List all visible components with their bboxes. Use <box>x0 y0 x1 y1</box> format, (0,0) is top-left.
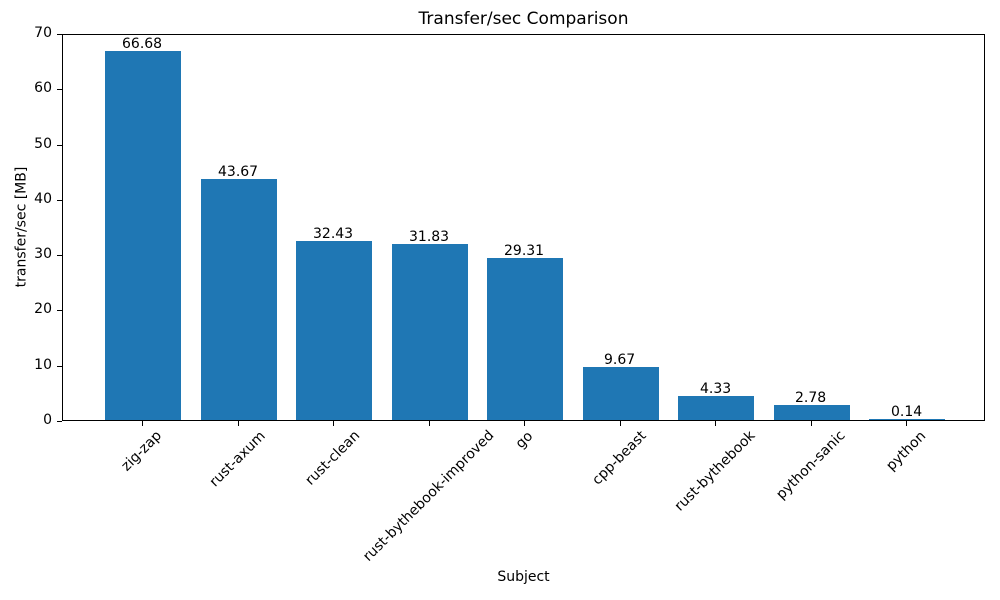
bar-python-sanic <box>773 405 850 420</box>
y-tick-mark <box>57 200 62 201</box>
x-axis-label: Subject <box>497 569 550 585</box>
x-tick-mark <box>238 421 239 426</box>
x-tick-label: rust-clean <box>302 427 364 489</box>
bar-value-label: 9.67 <box>604 352 636 368</box>
chart-title: Transfer/sec Comparison <box>418 9 629 29</box>
x-tick-mark <box>906 421 907 426</box>
y-tick-mark <box>57 34 62 35</box>
x-tick-mark <box>524 421 525 426</box>
bar-rust-bythebook <box>678 396 754 420</box>
bar-value-label: 4.33 <box>700 381 732 397</box>
x-tick-mark <box>333 421 334 426</box>
bar-rust-axum <box>200 179 277 420</box>
bar-zig-zap <box>105 51 181 420</box>
x-tick-mark <box>811 421 812 426</box>
y-tick-label: 10 <box>34 357 52 373</box>
y-tick-label: 50 <box>34 136 52 152</box>
bar-rust-bythebook-improved <box>391 244 468 420</box>
y-tick-label: 20 <box>34 301 52 317</box>
y-tick-label: 70 <box>34 25 52 41</box>
y-tick-mark <box>57 421 62 422</box>
x-tick-mark <box>620 421 621 426</box>
bar-value-label: 29.31 <box>504 243 545 259</box>
y-tick-mark <box>57 310 62 311</box>
y-tick-label: 60 <box>34 80 52 96</box>
bar-value-label: 31.83 <box>409 229 450 245</box>
plot-area <box>62 34 985 421</box>
bar-go <box>487 258 563 420</box>
y-tick-label: 40 <box>34 191 52 207</box>
x-tick-label: rust-bythebook <box>671 427 759 515</box>
y-tick-label: 0 <box>43 412 52 428</box>
x-tick-label: zig-zap <box>118 427 166 475</box>
bar-value-label: 0.14 <box>891 404 923 420</box>
x-tick-label: rust-bythebook-improved <box>360 427 498 565</box>
y-tick-mark <box>57 145 62 146</box>
y-tick-mark <box>57 89 62 90</box>
x-tick-label: python <box>883 428 930 475</box>
x-tick-mark <box>715 421 716 426</box>
y-tick-mark <box>57 366 62 367</box>
x-tick-mark <box>429 421 430 426</box>
x-tick-label: cpp-beast <box>589 427 650 489</box>
bar-value-label: 32.43 <box>313 226 354 242</box>
x-tick-label: go <box>512 428 537 452</box>
bar-value-label: 43.67 <box>218 164 259 180</box>
bar-rust-clean <box>296 241 372 420</box>
x-tick-label: rust-axum <box>206 428 269 491</box>
y-tick-mark <box>57 255 62 256</box>
x-tick-mark <box>142 421 143 426</box>
y-tick-label: 30 <box>34 246 52 262</box>
bar-value-label: 66.68 <box>122 36 163 52</box>
bar-cpp-beast <box>582 367 659 420</box>
bar-value-label: 2.78 <box>795 390 827 406</box>
y-axis-label: transfer/sec [MB] <box>13 166 30 288</box>
x-tick-label: python-sanic <box>773 427 849 503</box>
bar-python <box>869 419 945 420</box>
